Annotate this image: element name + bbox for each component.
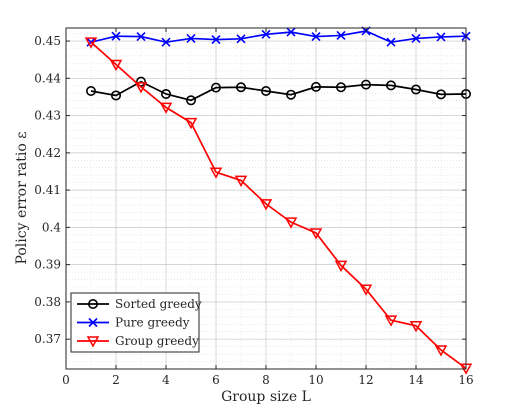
y-tick-label: 0.37 bbox=[34, 332, 61, 346]
y-tick-label: 0.38 bbox=[34, 295, 61, 309]
data-point-group-greedy bbox=[434, 345, 448, 357]
data-point-group-greedy bbox=[409, 321, 423, 333]
data-point-sorted-greedy bbox=[260, 85, 271, 96]
y-tick-label: 0.44 bbox=[34, 71, 61, 85]
x-tick-label: 4 bbox=[162, 373, 170, 387]
data-point-sorted-greedy bbox=[161, 88, 172, 99]
data-point-pure-greedy bbox=[186, 33, 196, 44]
marker-stroke bbox=[211, 34, 221, 45]
marker-stroke bbox=[111, 31, 121, 41]
legend-marker bbox=[88, 298, 99, 309]
data-point-sorted-greedy bbox=[186, 95, 197, 106]
data-point-pure-greedy bbox=[411, 33, 421, 44]
data-point-sorted-greedy bbox=[360, 79, 371, 90]
legend-label: Group greedy bbox=[115, 334, 199, 348]
data-point-group-greedy bbox=[259, 199, 273, 211]
data-point-pure-greedy bbox=[136, 32, 146, 42]
legend-entry-sorted-greedy: Sorted greedy bbox=[77, 297, 202, 311]
data-point-group-greedy bbox=[184, 117, 198, 130]
legend-label: Pure greedy bbox=[115, 316, 190, 330]
marker-stroke bbox=[311, 32, 321, 42]
y-tick-label: 0.45 bbox=[34, 34, 61, 48]
data-point-pure-greedy bbox=[236, 34, 246, 44]
data-point-sorted-greedy bbox=[310, 81, 321, 92]
y-tick-label: 0.39 bbox=[34, 258, 61, 272]
marker-stroke bbox=[436, 32, 446, 42]
data-point-sorted-greedy bbox=[410, 84, 421, 95]
x-tick-label: 8 bbox=[262, 373, 270, 387]
y-tick-label: 0.4 bbox=[42, 220, 61, 234]
marker-stroke bbox=[186, 33, 196, 44]
data-point-pure-greedy bbox=[311, 32, 321, 42]
data-point-group-greedy bbox=[134, 82, 148, 94]
data-point-group-greedy bbox=[209, 167, 223, 179]
data-point-group-greedy bbox=[384, 315, 398, 327]
tick-marks bbox=[65, 28, 467, 369]
data-point-pure-greedy bbox=[436, 32, 446, 42]
legend-label: Sorted greedy bbox=[115, 297, 202, 311]
marker-stroke bbox=[411, 33, 421, 44]
data-point-group-greedy bbox=[159, 102, 173, 114]
data-point-group-greedy bbox=[284, 217, 298, 229]
legend-entry-pure-greedy: Pure greedy bbox=[77, 316, 190, 330]
legend-entry-group-greedy: Group greedy bbox=[77, 334, 199, 348]
data-point-sorted-greedy bbox=[435, 89, 446, 100]
data-point-pure-greedy bbox=[161, 37, 171, 47]
data-point-pure-greedy bbox=[286, 27, 296, 37]
x-tick-label: 6 bbox=[212, 373, 220, 387]
x-axis-label: Group size L bbox=[221, 389, 311, 405]
data-point-pure-greedy bbox=[336, 30, 346, 41]
legend-marker bbox=[88, 317, 98, 328]
data-point-sorted-greedy bbox=[335, 82, 346, 93]
data-point-sorted-greedy bbox=[236, 82, 247, 93]
data-point-sorted-greedy bbox=[211, 82, 222, 93]
data-point-pure-greedy bbox=[386, 37, 396, 47]
marker-stroke bbox=[161, 37, 171, 47]
data-point-sorted-greedy bbox=[385, 80, 396, 91]
data-point-group-greedy bbox=[109, 59, 123, 72]
y-tick-labels: 0.37 0.38 0.39 0.4 0.41 0.42 0.43 0.44 0.45 bbox=[34, 34, 61, 346]
data-point-pure-greedy bbox=[261, 29, 271, 39]
marker-stroke bbox=[386, 37, 396, 47]
x-tick-label: 12 bbox=[358, 373, 373, 387]
marker-stroke bbox=[88, 317, 98, 328]
series-line-pure-greedy bbox=[90, 30, 467, 44]
marker-stroke bbox=[336, 30, 346, 41]
data-point-sorted-greedy bbox=[285, 89, 296, 100]
y-tick-label: 0.42 bbox=[34, 146, 61, 160]
y-tick-label: 0.41 bbox=[34, 183, 61, 197]
series-pure-greedy bbox=[86, 26, 471, 47]
data-point-pure-greedy bbox=[211, 34, 221, 45]
data-point-group-greedy bbox=[359, 284, 373, 296]
marker-stroke bbox=[136, 32, 146, 42]
x-tick-labels: 0 2 4 6 8 10 12 14 16 bbox=[62, 373, 473, 387]
x-tick-label: 0 bbox=[62, 373, 70, 387]
series-line-group-greedy bbox=[90, 41, 467, 369]
x-tick-label: 10 bbox=[308, 373, 323, 387]
marker-stroke bbox=[236, 34, 246, 44]
x-tick-label: 2 bbox=[112, 373, 120, 387]
series-line-sorted-greedy bbox=[90, 80, 467, 102]
data-point-group-greedy bbox=[84, 37, 98, 49]
y-axis-label: Policy error ratio ε bbox=[14, 132, 30, 265]
y-tick-label: 0.43 bbox=[34, 109, 61, 123]
data-point-pure-greedy bbox=[111, 31, 121, 41]
legend-marker bbox=[86, 336, 100, 348]
data-point-sorted-greedy bbox=[111, 90, 122, 101]
marker-stroke bbox=[286, 27, 296, 37]
marker-stroke bbox=[261, 29, 271, 39]
data-point-group-greedy bbox=[309, 228, 323, 240]
x-tick-label: 14 bbox=[408, 373, 424, 387]
legend: Sorted greedy Pure greedy Group greedy bbox=[70, 292, 202, 353]
data-point-sorted-greedy bbox=[86, 85, 97, 96]
series-sorted-greedy bbox=[86, 76, 471, 106]
x-tick-label: 16 bbox=[458, 373, 473, 387]
data-point-group-greedy bbox=[234, 175, 248, 187]
data-point-group-greedy bbox=[334, 260, 348, 272]
